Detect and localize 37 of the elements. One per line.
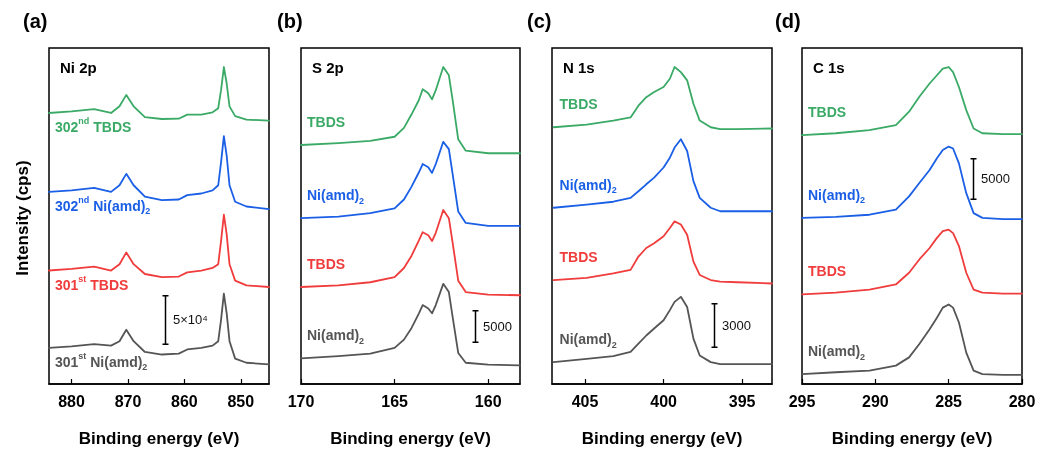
y-axis-title: Intensity (cps) (12, 160, 32, 276)
x-tick-label: 395 (728, 392, 756, 410)
annotation: 5000 (981, 171, 1010, 186)
chart-title: (d) (775, 10, 801, 32)
series-label: TBDS (559, 96, 598, 113)
series-label: TBDS (307, 256, 346, 272)
x-tick-label: 400 (650, 392, 678, 410)
annotation: 5000 (483, 318, 512, 334)
x-tick-label: 285 (935, 392, 963, 410)
x-axis-title: Binding energy (eV) (330, 429, 491, 448)
x-tick-label: 870 (114, 392, 142, 410)
x-axis-title: Binding energy (eV) (78, 429, 240, 448)
x-tick-label: 290 (861, 392, 889, 410)
series-label: TBDS (808, 104, 847, 121)
series-label: TBDS (808, 263, 847, 280)
chart-subtitle: C 1s (813, 59, 845, 76)
chart-subtitle: N 1s (563, 59, 595, 76)
x-axis-title: Binding energy (eV) (581, 429, 743, 448)
chart-subtitle: S 2p (312, 59, 344, 76)
annotation: 5×10⁴ (173, 312, 208, 327)
x-tick-label: 850 (227, 392, 255, 410)
x-tick-label: 280 (1008, 392, 1036, 410)
x-tick-label: 160 (474, 392, 502, 410)
annotation: 3000 (722, 317, 751, 333)
x-tick-label: 880 (58, 392, 86, 410)
chart-subtitle: Ni 2p (60, 59, 97, 76)
series-label: TBDS (559, 249, 598, 266)
x-tick-label: 170 (287, 392, 315, 410)
chart-title: (b) (277, 10, 303, 32)
x-tick-label: 165 (381, 392, 409, 410)
series-label: TBDS (307, 114, 346, 130)
x-axis-title: Binding energy (eV) (831, 429, 993, 448)
chart-title: (a) (23, 10, 48, 32)
chart-title: (c) (527, 10, 552, 32)
x-tick-label: 860 (171, 392, 198, 410)
x-tick-label: 295 (788, 392, 816, 410)
x-tick-label: 405 (571, 392, 599, 410)
